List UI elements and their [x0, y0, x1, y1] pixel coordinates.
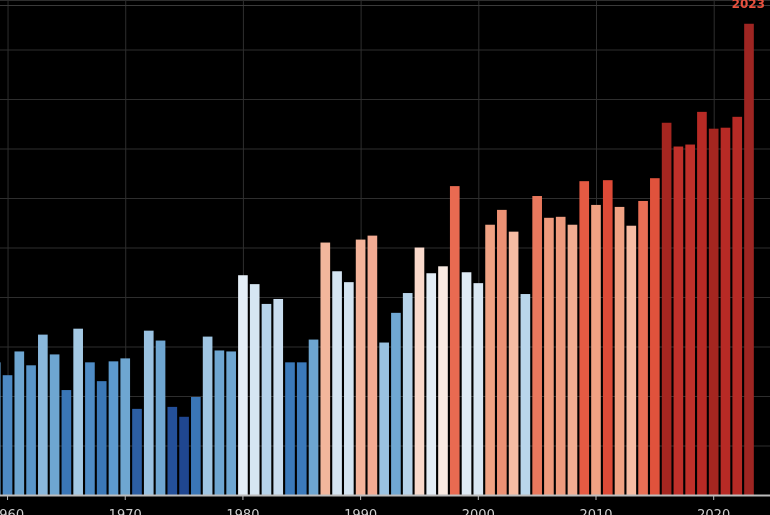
bar-1980	[238, 275, 248, 495]
bar-1999	[461, 272, 472, 495]
bar-1962	[26, 365, 36, 495]
bar-1969	[108, 361, 119, 495]
bar-1982	[261, 303, 272, 495]
bar-2015	[650, 178, 660, 495]
bar-2023	[744, 23, 754, 495]
x-tick-label-2020: 2020	[697, 508, 730, 515]
bar-1959	[0, 362, 1, 495]
x-tick-label-1960: 1960	[0, 508, 24, 515]
bar-2019	[697, 111, 707, 496]
bar-2005	[532, 196, 542, 495]
bar-1998	[449, 186, 460, 495]
bar-1981	[249, 284, 260, 495]
bar-1974	[167, 406, 178, 495]
bar-1991	[367, 235, 378, 495]
bar-1973	[155, 340, 166, 495]
bar-1978	[214, 350, 225, 495]
bars-group	[0, 23, 754, 496]
bar-2020	[708, 128, 719, 495]
bar-1979	[226, 351, 236, 495]
bar-1994	[402, 293, 413, 495]
bar-1971	[132, 408, 142, 495]
bar-2004	[520, 294, 531, 495]
bar-1964	[49, 354, 60, 495]
bar-1995	[414, 247, 425, 495]
bar-2002	[497, 209, 507, 495]
bar-1967	[85, 362, 95, 495]
bar-2011	[602, 180, 613, 495]
bar-1996	[426, 273, 437, 495]
bar-2014	[638, 200, 648, 495]
bar-2007	[555, 216, 566, 495]
bar-1970	[120, 358, 131, 495]
bar-2010	[591, 204, 601, 495]
bar-1988	[332, 271, 342, 495]
bar-1993	[391, 312, 401, 495]
bar-1972	[143, 330, 154, 495]
x-tick-label-1980: 1980	[226, 508, 259, 515]
bar-1975	[179, 416, 189, 495]
bar-2013	[626, 225, 637, 495]
bar-1976	[191, 396, 201, 495]
annotations: 2023	[732, 0, 765, 11]
bar-1987	[320, 242, 331, 495]
bar-1983	[273, 298, 284, 495]
bar-2022	[732, 116, 743, 495]
bar-2008	[567, 224, 578, 496]
bar-2018	[685, 144, 695, 496]
bar-1968	[96, 381, 107, 495]
bar-1966	[73, 328, 83, 495]
bar-2001	[485, 224, 495, 496]
x-tick-label-2000: 2000	[462, 508, 495, 515]
x-tick-label-2010: 2010	[579, 508, 612, 515]
x-tick-label-1970: 1970	[109, 508, 142, 515]
bar-2003	[508, 231, 519, 495]
x-tick-label-1990: 1990	[344, 508, 377, 515]
bar-1997	[438, 266, 448, 495]
bar-2009	[579, 181, 590, 496]
bar-2017	[673, 146, 684, 495]
highlight-year-label: 2023	[732, 0, 765, 11]
bar-1990	[355, 239, 366, 495]
bar-2012	[614, 206, 625, 495]
x-axis: 1960 1970 1980 1990 2000 2010 2020	[0, 494, 770, 515]
bar-1992	[379, 342, 389, 495]
bar-1961	[14, 351, 25, 495]
bar-1989	[344, 282, 354, 495]
bar-1960	[2, 375, 13, 495]
bar-1986	[308, 339, 319, 495]
bar-1965	[61, 390, 72, 495]
bar-2000	[473, 283, 484, 495]
bar-1984	[285, 362, 295, 495]
bar-2016	[661, 122, 672, 495]
bar-1985	[296, 362, 307, 495]
bar-1977	[202, 336, 213, 495]
bar-2006	[544, 217, 554, 496]
bar-1963	[38, 334, 48, 495]
bar-2021	[720, 127, 731, 496]
